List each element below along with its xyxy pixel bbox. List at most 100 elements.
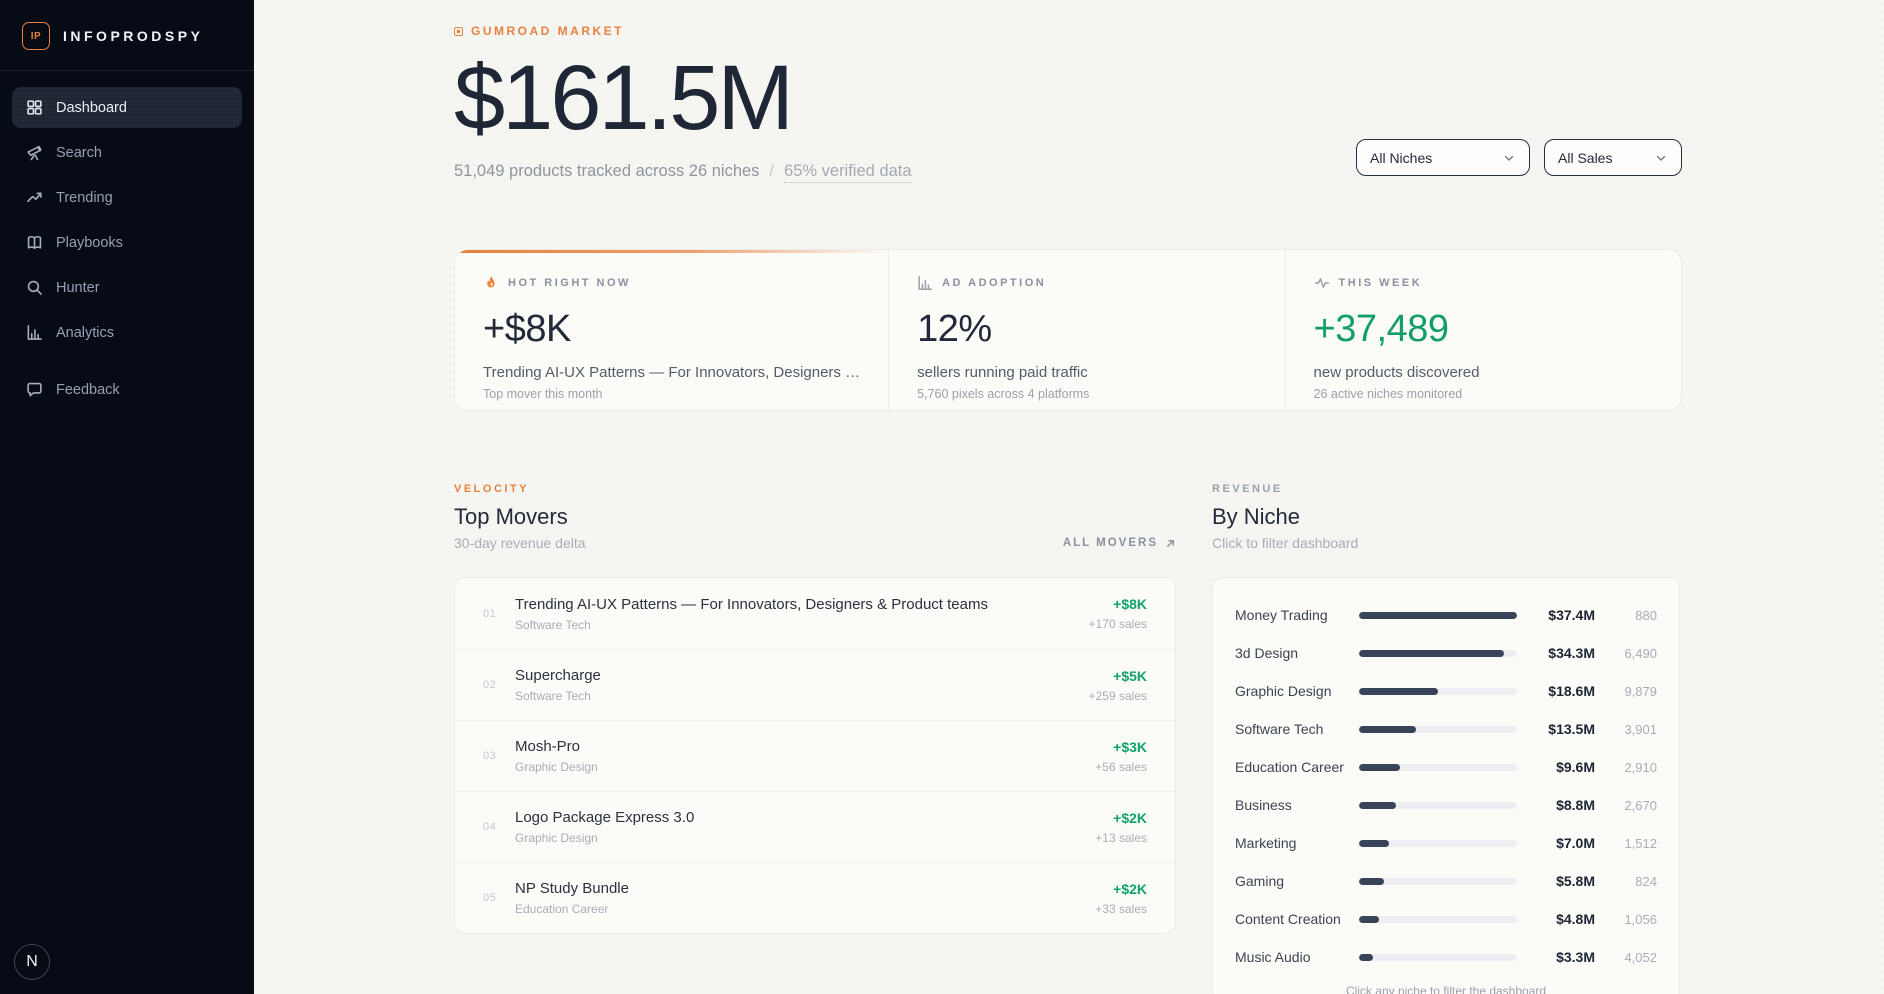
- niche-row[interactable]: Music Audio $3.3M 4,052: [1235, 938, 1657, 976]
- mover-row[interactable]: 04 Logo Package Express 3.0 Graphic Desi…: [455, 791, 1175, 862]
- niche-bar-fill: [1359, 953, 1373, 961]
- chat-bubble-icon: [26, 381, 43, 398]
- sidebar-item-hunter[interactable]: Hunter: [12, 267, 242, 308]
- niche-revenue: $8.8M: [1556, 797, 1595, 813]
- verified-data-text[interactable]: 65% verified data: [784, 162, 912, 183]
- mover-sales: +56 sales: [1095, 759, 1147, 774]
- sidebar-item-feedback[interactable]: Feedback: [12, 369, 242, 410]
- dev-overlay-button[interactable]: N: [14, 944, 50, 980]
- sales-filter-select[interactable]: All Sales: [1544, 139, 1682, 176]
- niche-revenue: $37.4M: [1548, 607, 1595, 623]
- sidebar-item-label: Hunter: [56, 279, 100, 296]
- mover-row[interactable]: 03 Mosh-Pro Graphic Design +$3K +56 sale…: [455, 720, 1175, 791]
- stat-description: new products discovered: [1313, 364, 1480, 381]
- mover-rank: 01: [483, 607, 497, 620]
- stat-description: Trending AI-UX Patterns — For Innovators…: [483, 364, 861, 381]
- niche-bar-fill: [1359, 839, 1389, 847]
- niche-bar-track: [1359, 649, 1517, 657]
- headline-subtitle: 51,049 products tracked across 26 niches…: [454, 162, 1682, 183]
- bar-chart-icon: [26, 324, 43, 341]
- sidebar-item-label: Analytics: [56, 324, 115, 341]
- by-niche-section: REVENUE By Niche Click to filter dashboa…: [1212, 483, 1680, 994]
- mover-row[interactable]: 01 Trending AI-UX Patterns — For Innovat…: [455, 578, 1175, 649]
- niche-name: Content Creation: [1235, 911, 1341, 927]
- niche-bar-fill: [1359, 877, 1384, 885]
- niche-row[interactable]: 3d Design $34.3M 6,490: [1235, 634, 1657, 672]
- mover-rank: 04: [483, 821, 497, 833]
- brand-logo: IP: [22, 22, 50, 50]
- niche-bar-track: [1359, 839, 1517, 847]
- niche-count: 2,910: [1624, 759, 1657, 775]
- niche-row[interactable]: Education Career $9.6M 2,910: [1235, 748, 1657, 786]
- magnifier-icon: [26, 279, 43, 296]
- mover-row[interactable]: 05 NP Study Bundle Education Career +$2K…: [455, 862, 1175, 933]
- niche-bar-fill: [1359, 763, 1400, 771]
- stat-label: AD ADOPTION: [942, 277, 1047, 289]
- mover-rank: 02: [483, 679, 497, 691]
- sidebar-item-label: Trending: [56, 189, 113, 206]
- niche-count: 1,512: [1624, 835, 1657, 851]
- niche-name: 3d Design: [1235, 645, 1299, 661]
- mover-delta: +$2K: [1113, 809, 1147, 826]
- niche-bar-track: [1359, 801, 1517, 809]
- mover-rank: 05: [483, 892, 497, 904]
- revenue-eyebrow: REVENUE: [1212, 483, 1283, 495]
- all-movers-link[interactable]: ALL MOVERS: [1063, 537, 1176, 551]
- niche-name: Education Career: [1235, 759, 1344, 775]
- sidebar-item-playbooks[interactable]: Playbooks: [12, 222, 242, 263]
- filter-bar: All Niches All Sales: [1356, 139, 1682, 176]
- by-niche-title: By Niche: [1212, 504, 1301, 529]
- niche-row[interactable]: Gaming $5.8M 824: [1235, 862, 1657, 900]
- sidebar-item-search[interactable]: Search: [12, 132, 242, 173]
- niche-bar-track: [1359, 611, 1517, 619]
- niche-row[interactable]: Graphic Design $18.6M 9,879: [1235, 672, 1657, 710]
- mover-title: Mosh-Pro: [515, 738, 581, 755]
- niche-count: 2,670: [1624, 797, 1657, 813]
- brand: IP INFOPRODSPY: [0, 0, 254, 71]
- sidebar: IP INFOPRODSPY Dashboard Search Trending…: [0, 0, 254, 994]
- niche-count: 4,052: [1624, 949, 1657, 965]
- mover-sales: +33 sales: [1095, 901, 1147, 916]
- sidebar-item-analytics[interactable]: Analytics: [12, 312, 242, 353]
- stat-value: 12%: [917, 308, 992, 350]
- niche-revenue: $7.0M: [1556, 835, 1595, 851]
- niche-count: 9,879: [1624, 683, 1657, 699]
- niche-filter-select[interactable]: All Niches: [1356, 139, 1530, 176]
- stat-description: sellers running paid traffic: [917, 364, 1088, 381]
- mover-delta: +$5K: [1113, 667, 1147, 684]
- sidebar-nav: Dashboard Search Trending Playbooks Hunt…: [0, 71, 254, 410]
- niche-row[interactable]: Business $8.8M 2,670: [1235, 786, 1657, 824]
- niche-bar-fill: [1359, 915, 1380, 923]
- flame-icon: [483, 275, 499, 291]
- niche-row[interactable]: Software Tech $13.5M 3,901: [1235, 710, 1657, 748]
- mover-category: Graphic Design: [515, 831, 598, 845]
- sidebar-item-trending[interactable]: Trending: [12, 177, 242, 218]
- stat-label: THIS WEEK: [1338, 277, 1423, 289]
- niche-revenue: $5.8M: [1556, 873, 1595, 889]
- niche-row[interactable]: Marketing $7.0M 1,512: [1235, 824, 1657, 862]
- main-content: GUMROAD MARKET $161.5M 51,049 products t…: [254, 0, 1884, 994]
- niche-name: Money Trading: [1235, 607, 1328, 623]
- sidebar-item-dashboard[interactable]: Dashboard: [12, 87, 242, 128]
- arrow-up-right-icon: [1165, 538, 1176, 549]
- lower-section: VELOCITY Top Movers 30-day revenue delta…: [454, 483, 1682, 994]
- niche-count: 1,056: [1624, 911, 1657, 927]
- niche-bar-track: [1359, 725, 1517, 733]
- niche-row[interactable]: Content Creation $4.8M 1,056: [1235, 900, 1657, 938]
- stat-card: AD ADOPTION 12% sellers running paid tra…: [888, 250, 1284, 410]
- stat-label: HOT RIGHT NOW: [508, 277, 631, 289]
- mover-title: Logo Package Express 3.0: [515, 809, 695, 826]
- by-niche-subtitle: Click to filter dashboard: [1212, 535, 1359, 551]
- sidebar-item-label: Search: [56, 144, 102, 161]
- niche-bar-track: [1359, 953, 1517, 961]
- niche-footer-hint: Click any niche to filter the dashboard: [1345, 984, 1547, 994]
- niche-row[interactable]: Money Trading $37.4M 880: [1235, 596, 1657, 634]
- niche-revenue: $18.6M: [1548, 683, 1595, 699]
- book-icon: [26, 234, 43, 251]
- market-eyebrow: GUMROAD MARKET: [454, 24, 1682, 38]
- top-movers-list: 01 Trending AI-UX Patterns — For Innovat…: [454, 577, 1176, 934]
- mover-row[interactable]: 02 Supercharge Software Tech +$5K +259 s…: [455, 649, 1175, 720]
- stat-card: THIS WEEK +37,489 new products discovere…: [1284, 250, 1681, 410]
- stat-note: 5,760 pixels across 4 platforms: [917, 387, 1090, 401]
- trending-up-icon: [26, 189, 43, 206]
